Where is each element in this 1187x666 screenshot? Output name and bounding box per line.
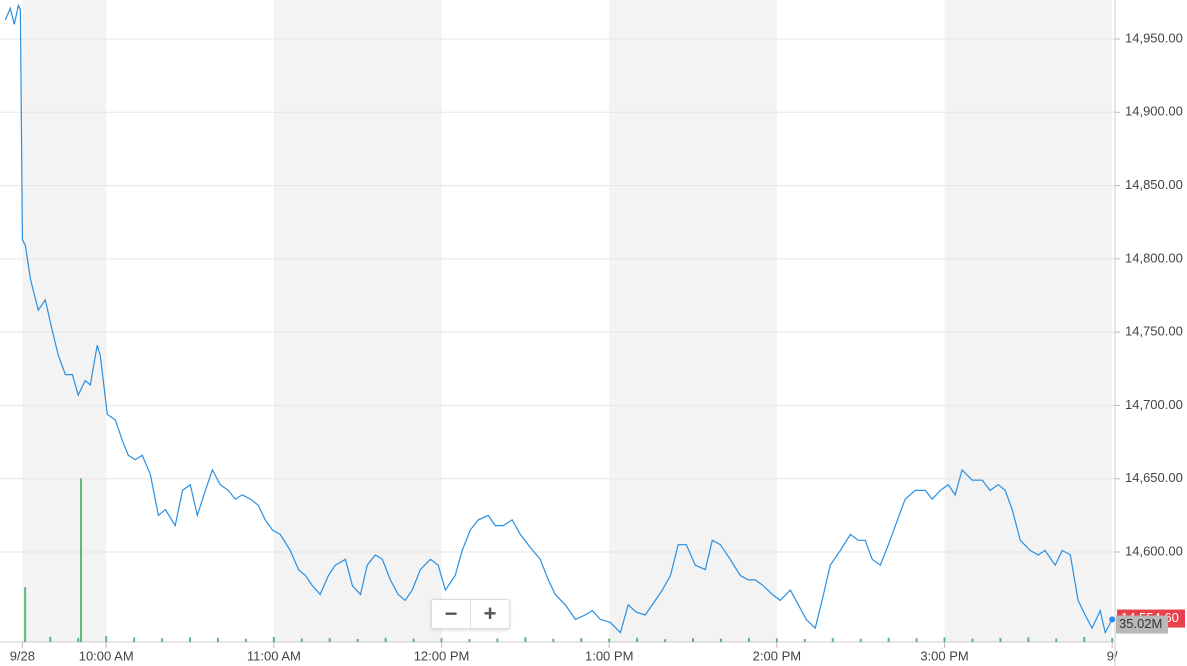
volume-bar [496, 638, 499, 642]
volume-bar [440, 638, 443, 642]
y-tick-label: 14,900.00 [1125, 104, 1183, 119]
volume-bar [580, 638, 583, 642]
volume-bar [859, 638, 862, 642]
volume-bar [719, 638, 722, 642]
x-tick-label: 3:00 PM [920, 648, 968, 663]
volume-bar [468, 639, 471, 642]
volume-bar [943, 637, 946, 642]
volume-bar [971, 638, 974, 642]
volume-bar [803, 638, 806, 642]
y-tick-label: 14,600.00 [1125, 543, 1183, 558]
volume-bar [356, 638, 359, 642]
x-tick-label: 9/28 [10, 648, 35, 663]
volume-bar [161, 638, 164, 642]
volume-bar [412, 638, 415, 642]
volume-bar [887, 637, 890, 642]
y-tick-label: 14,650.00 [1125, 470, 1183, 485]
volume-bar [189, 637, 192, 642]
volume-bar [636, 637, 639, 642]
volume-bar [608, 638, 611, 642]
y-tick-label: 14,750.00 [1125, 324, 1183, 339]
x-tick-label: 2:00 PM [753, 648, 801, 663]
volume-bar [244, 638, 247, 642]
volume-bar [77, 637, 80, 642]
volume-bar [80, 478, 83, 642]
zoom-in-button[interactable]: + [470, 600, 509, 628]
zoom-out-button[interactable]: − [444, 601, 458, 626]
volume-bar [524, 637, 527, 642]
x-tick-label: 12:00 PM [414, 648, 470, 663]
volume-bar [692, 638, 695, 642]
volume-bar [300, 638, 303, 642]
volume-bar [999, 637, 1002, 642]
y-tick-label: 14,800.00 [1125, 250, 1183, 265]
volume-bar [49, 636, 52, 642]
session-band [22, 0, 107, 642]
x-tick-label: 10:00 AM [79, 648, 134, 663]
y-tick-label: 14,950.00 [1125, 30, 1183, 45]
y-tick-label: 14,700.00 [1125, 397, 1183, 412]
zoom-controls: − + [431, 599, 510, 629]
volume-bar [216, 637, 219, 642]
volume-bar [384, 637, 387, 642]
volume-bar [775, 638, 778, 642]
x-tick-label: 9/ [1107, 648, 1118, 663]
volume-bar [831, 638, 834, 642]
volume-bar [915, 638, 918, 642]
session-band [944, 0, 1113, 642]
y-tick-label: 14,850.00 [1125, 177, 1183, 192]
volume-bar [1111, 638, 1114, 642]
volume-bar [272, 636, 275, 642]
volume-bar [105, 636, 108, 642]
volume-bar [664, 639, 667, 642]
volume-bar [552, 638, 555, 642]
volume-bar [1083, 636, 1086, 642]
volume-bar [1055, 638, 1058, 642]
volume-bar [133, 637, 136, 642]
volume-label: 35.02M [1119, 616, 1162, 631]
last-point [1109, 616, 1116, 623]
volume-bar [747, 637, 750, 642]
volume-label-box [1116, 615, 1168, 634]
volume-bar [1027, 637, 1030, 642]
x-tick-label: 11:00 AM [247, 648, 301, 663]
session-band [609, 0, 777, 642]
x-tick-label: 1:00 PM [585, 648, 633, 663]
volume-bar [24, 587, 27, 642]
session-band [273, 0, 442, 642]
price-line [4, 3, 1113, 635]
volume-bar [328, 638, 331, 642]
